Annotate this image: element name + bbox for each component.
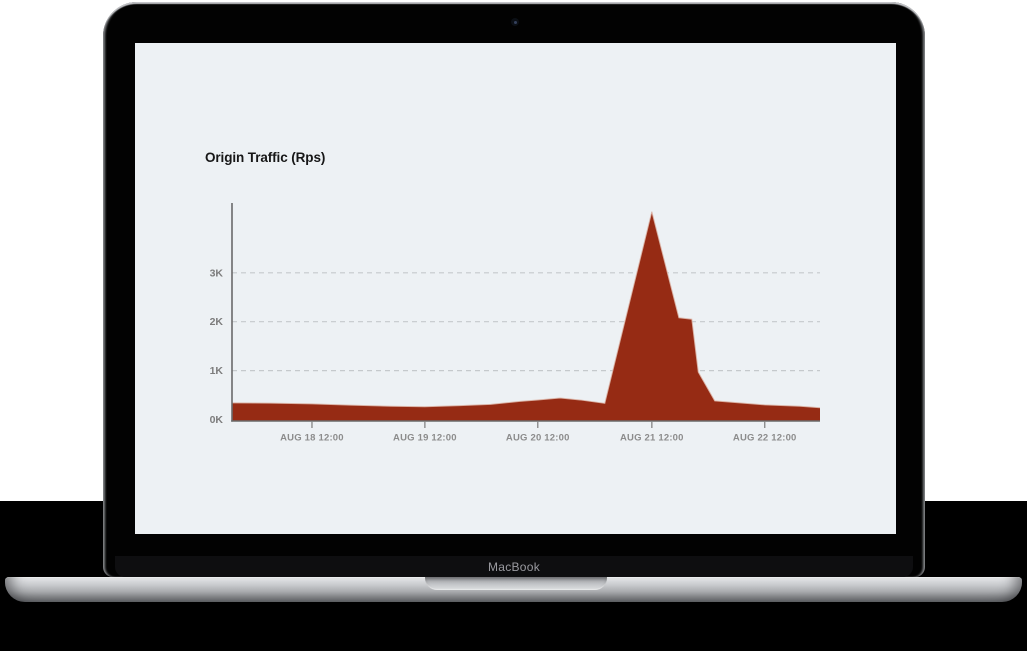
hinge-notch [425,577,607,590]
y-tick-label: 1K [210,365,224,377]
x-tick-label: AUG 20 12:00 [506,433,570,444]
y-tick-label: 2K [210,316,224,328]
laptop-screen [135,43,896,534]
chart-canvas: 0K 1K 2K 3K AUG 18 12:00 AUG 19 12:00 AUG 20 1… [210,203,821,444]
chart-title: Origin Traffic (Rps) [205,150,326,165]
x-tick-label: AUG 22 12:00 [733,433,797,444]
y-tick-label: 0K [210,414,224,426]
x-tick-label: AUG 18 12:00 [280,433,344,444]
traffic-area [232,211,820,421]
traffic-area-edge [231,211,821,409]
camera-dot [511,18,519,26]
macbook-logo-bar: MacBook [115,556,913,577]
origin-traffic-chart: 0K 1K 2K 3K AUG 18 12:00 AUG 19 12:00 AUG 20 1… [190,195,850,455]
x-tick-label: AUG 19 12:00 [393,433,457,444]
x-tick-label: AUG 21 12:00 [620,433,684,444]
y-tick-label: 3K [210,267,224,279]
macbook-logo-label: MacBook [487,559,541,574]
